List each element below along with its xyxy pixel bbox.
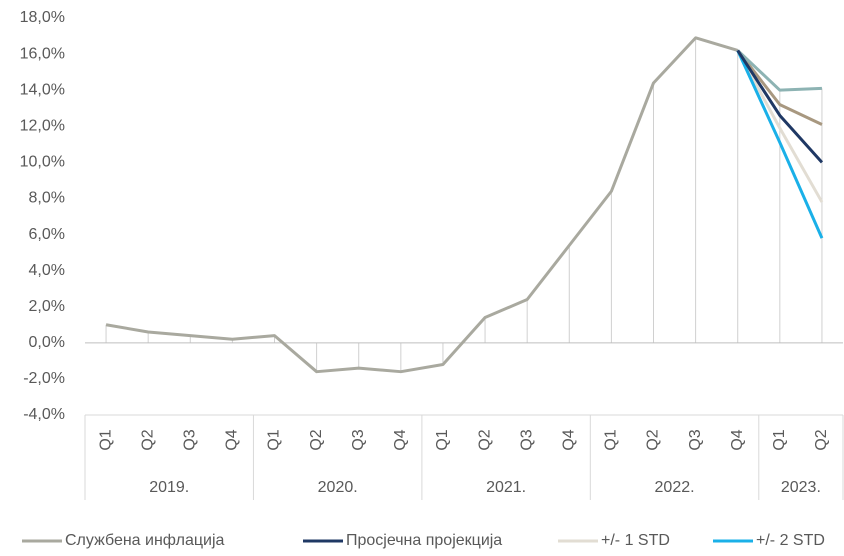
series-line — [736, 49, 823, 126]
y-tick-label: -2,0% — [23, 370, 65, 387]
x-tick-label: Q2 — [645, 429, 662, 450]
legend-label: Просјечна пројекција — [346, 532, 502, 549]
legend-label: +/- 2 STD — [756, 532, 825, 549]
x-tick-label: Q1 — [603, 429, 620, 450]
y-tick-label: 14,0% — [20, 81, 65, 98]
x-tick-label: Q3 — [687, 429, 704, 450]
x-tick-label: Q2 — [813, 429, 830, 450]
x-tick-label: Q4 — [560, 429, 577, 450]
x-tick-label: Q3 — [350, 429, 367, 450]
x-tick-label: Q1 — [266, 429, 283, 450]
group-label: 2023. — [781, 479, 821, 496]
x-tick-label: Q2 — [476, 429, 493, 450]
x-tick-label: Q4 — [729, 429, 746, 450]
x-tick-label: Q2 — [308, 429, 325, 450]
y-tick-label: 8,0% — [29, 190, 65, 207]
legend-label: +/- 1 STD — [601, 532, 670, 549]
group-label: 2020. — [318, 479, 358, 496]
series-line — [736, 49, 824, 203]
x-tick-label: Q1 — [434, 429, 451, 450]
group-label: 2021. — [486, 479, 526, 496]
x-tick-label: Q3 — [518, 429, 535, 450]
y-tick-label: 0,0% — [29, 334, 65, 351]
series-line — [736, 49, 824, 164]
series-line — [736, 49, 823, 92]
x-tick-label: Q4 — [392, 429, 409, 450]
series-line — [105, 36, 739, 374]
series-line — [736, 49, 824, 239]
group-label: 2019. — [149, 479, 189, 496]
x-tick-label: Q2 — [139, 429, 156, 450]
y-tick-label: 10,0% — [20, 154, 65, 171]
y-tick-label: 2,0% — [29, 298, 65, 315]
group-label: 2022. — [655, 479, 695, 496]
x-tick-label: Q3 — [181, 429, 198, 450]
y-tick-label: 4,0% — [29, 262, 65, 279]
x-tick-label: Q1 — [97, 429, 114, 450]
y-tick-label: -4,0% — [23, 406, 65, 423]
x-tick-label: Q4 — [224, 429, 241, 450]
legend-label: Службена инфлација — [65, 532, 224, 549]
x-tick-label: Q1 — [771, 429, 788, 450]
y-tick-label: 16,0% — [20, 45, 65, 62]
y-tick-label: 6,0% — [29, 226, 65, 243]
y-tick-label: 12,0% — [20, 117, 65, 134]
y-tick-label: 18,0% — [20, 9, 65, 26]
